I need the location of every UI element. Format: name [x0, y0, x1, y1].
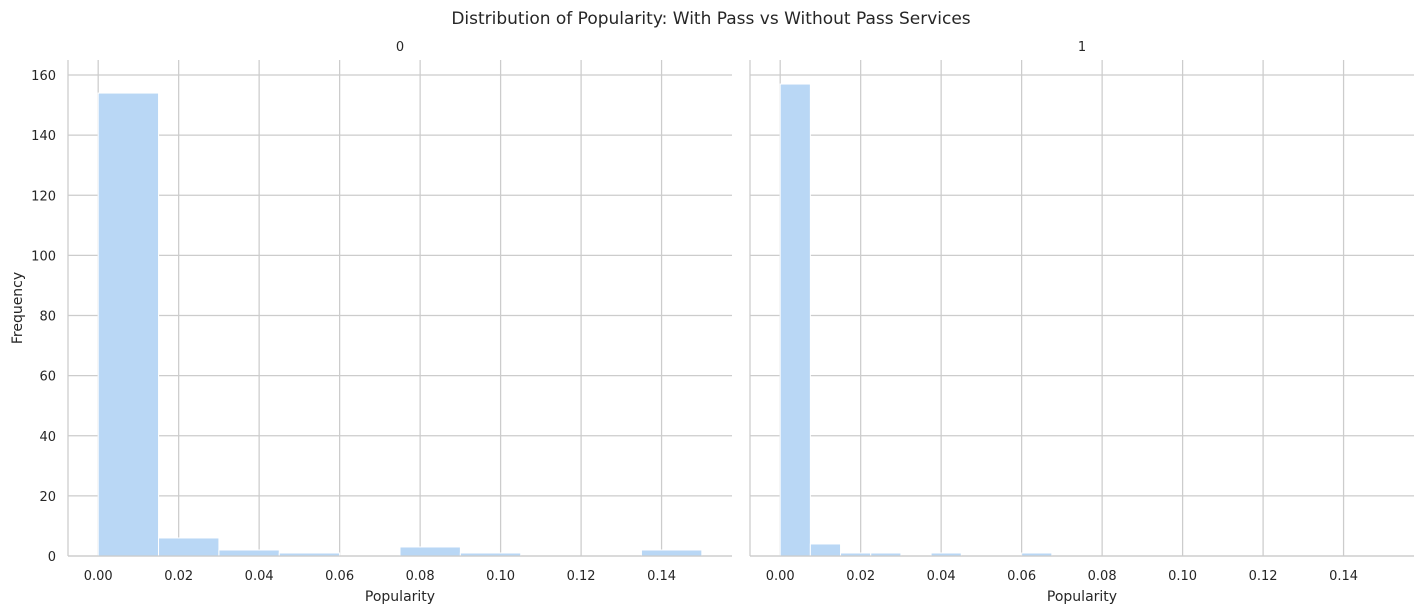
y-tick-label: 120: [31, 189, 56, 204]
facet-panel-0: 0.00 0.02 0.04 0.06 0.08 0.10 0.12 0.14 0 20 40 60 8…: [31, 40, 732, 605]
histogram-bar: [779, 83, 811, 557]
y-tick-label: 100: [31, 249, 56, 264]
histogram-bar: [399, 546, 461, 557]
x-tick-label: 0.00: [766, 569, 795, 584]
histogram-bar: [97, 92, 160, 557]
y-tick-label: 140: [31, 129, 56, 144]
x-tick-label: 0.10: [1168, 569, 1197, 584]
histogram-bar: [809, 543, 842, 557]
x-tick-label: 0.14: [1329, 569, 1358, 584]
x-tick-label: 0.02: [164, 569, 193, 584]
x-tick-label: 0.06: [1007, 569, 1036, 584]
facet-panels: 0.00 0.02 0.04 0.06 0.08 0.10 0.12 0.14 0 20 40 60 8…: [31, 40, 1414, 605]
facet-title: 1: [1078, 40, 1086, 55]
x-tick-label: 0.10: [486, 569, 515, 584]
y-axis-label: Frequency: [10, 272, 26, 344]
y-tick-label: 0: [48, 550, 56, 565]
x-axis-label: Popularity: [365, 589, 435, 605]
x-tick-label: 0.12: [567, 569, 596, 584]
histogram-bar: [640, 549, 703, 557]
x-tick-label: 0.02: [846, 569, 875, 584]
chart-title: Distribution of Popularity: With Pass vs…: [451, 9, 970, 29]
y-tick-label: 60: [39, 370, 56, 385]
y-tick-label: 160: [31, 69, 56, 84]
histogram-bar: [218, 549, 280, 557]
histogram-bar: [158, 537, 220, 557]
x-tick-label: 0.06: [325, 569, 354, 584]
x-tick-label: 0.12: [1249, 569, 1278, 584]
x-tick-label: 0.08: [406, 569, 435, 584]
y-tick-label: 80: [39, 310, 56, 325]
facet-title: 0: [396, 40, 404, 55]
x-tick-label: 0.00: [84, 569, 113, 584]
y-tick-label: 20: [39, 490, 56, 505]
x-tick-label: 0.14: [647, 569, 676, 584]
x-tick-label: 0.08: [1088, 569, 1117, 584]
x-tick-label: 0.04: [927, 569, 956, 584]
x-tick-label: 0.04: [245, 569, 274, 584]
x-axis-label: Popularity: [1047, 589, 1117, 605]
facet-panel-1: 0.00 0.02 0.04 0.06 0.08 0.10 0.12 0.14 1 Popular…: [749, 40, 1414, 605]
y-tick-label: 40: [39, 430, 56, 445]
